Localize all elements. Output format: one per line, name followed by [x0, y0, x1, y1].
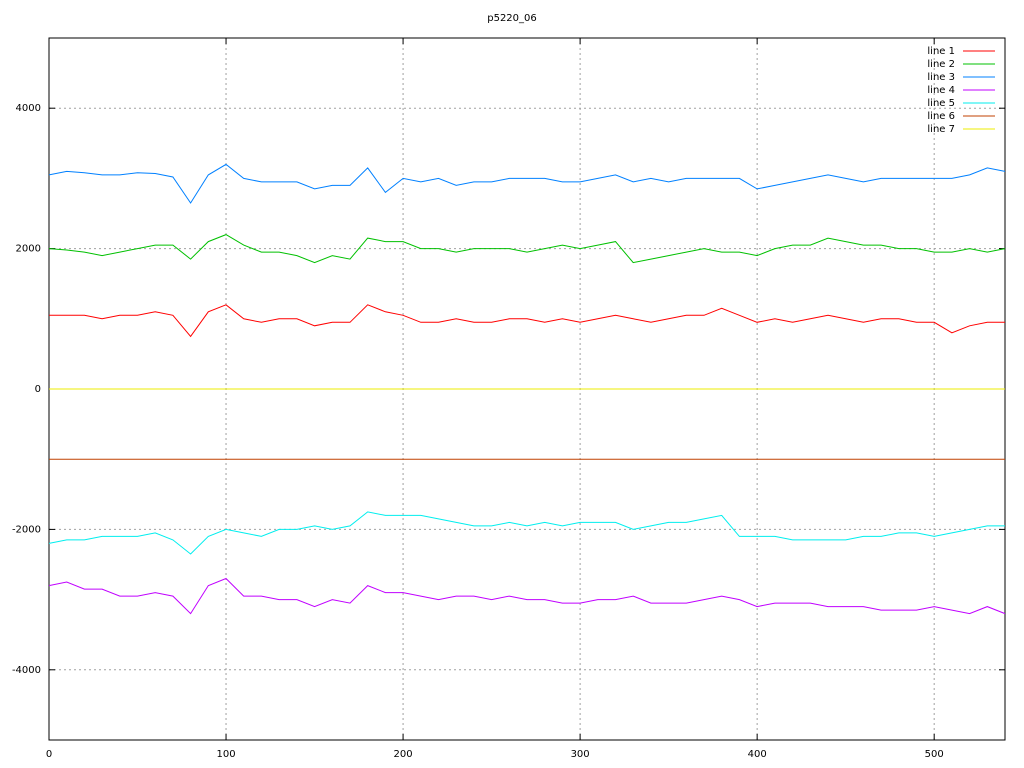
- y-tick-label: 0: [35, 384, 41, 395]
- legend-label: line 2: [927, 59, 955, 70]
- y-tick-label: 2000: [16, 244, 41, 255]
- series-line: [48, 511, 1005, 555]
- legend-label: line 3: [927, 72, 955, 83]
- legend-label: line 1: [927, 46, 955, 57]
- series-line: [48, 234, 1006, 264]
- x-tick-label: 100: [216, 749, 235, 760]
- y-tick-label: -2000: [12, 524, 41, 535]
- chart-title: p5220_06: [487, 13, 537, 24]
- legend-label: line 7: [927, 124, 955, 135]
- x-tick-label: 0: [46, 749, 52, 760]
- x-tick-label: 500: [925, 749, 944, 760]
- legend-label: line 4: [927, 85, 955, 96]
- legend-label: line 6: [927, 111, 955, 122]
- series-line: [49, 304, 1005, 338]
- x-tick-label: 400: [748, 749, 767, 760]
- y-tick-label: -4000: [12, 665, 41, 676]
- x-tick-label: 200: [394, 749, 413, 760]
- legend-label: line 5: [927, 98, 955, 109]
- series-line: [48, 163, 1006, 204]
- y-tick-label: 4000: [16, 103, 41, 114]
- x-tick-label: 300: [571, 749, 590, 760]
- series-line: [48, 577, 1006, 615]
